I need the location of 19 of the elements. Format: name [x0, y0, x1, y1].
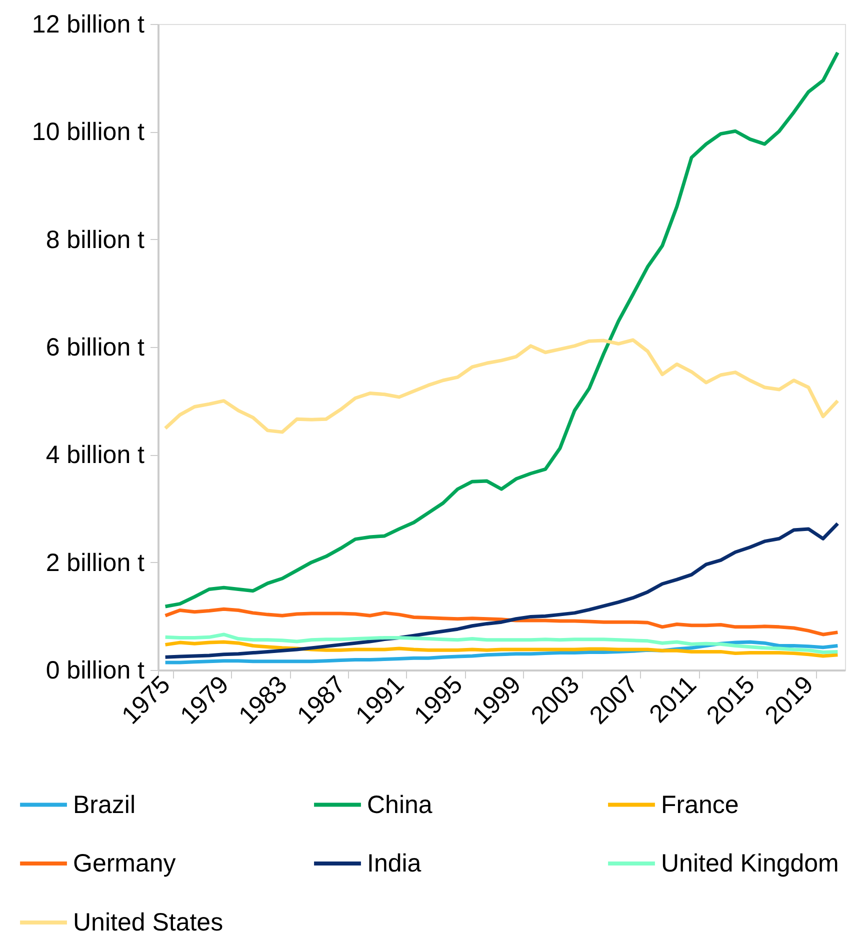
y-tick-label: 2 billion t — [46, 548, 145, 577]
y-tick-label: 6 billion t — [46, 334, 145, 362]
legend-label: India — [367, 850, 422, 878]
line-series — [164, 338, 840, 434]
line-series — [164, 522, 840, 659]
line-series — [164, 640, 840, 658]
line-series — [164, 50, 840, 608]
legend-label: United Kingdom — [661, 850, 839, 878]
line-series — [164, 607, 840, 636]
y-tick-label: 10 billion t — [32, 118, 145, 146]
line-series — [164, 632, 840, 654]
legend-label: Germany — [73, 850, 176, 878]
legend-label: Brazil — [73, 790, 136, 819]
y-tick-label: 12 billion t — [32, 10, 145, 38]
y-tick-label: 4 billion t — [46, 441, 145, 470]
legend-label: France — [661, 790, 739, 819]
legend-label: United States — [73, 908, 224, 936]
y-tick-label: 8 billion t — [46, 226, 145, 254]
legend-label: China — [367, 790, 432, 819]
